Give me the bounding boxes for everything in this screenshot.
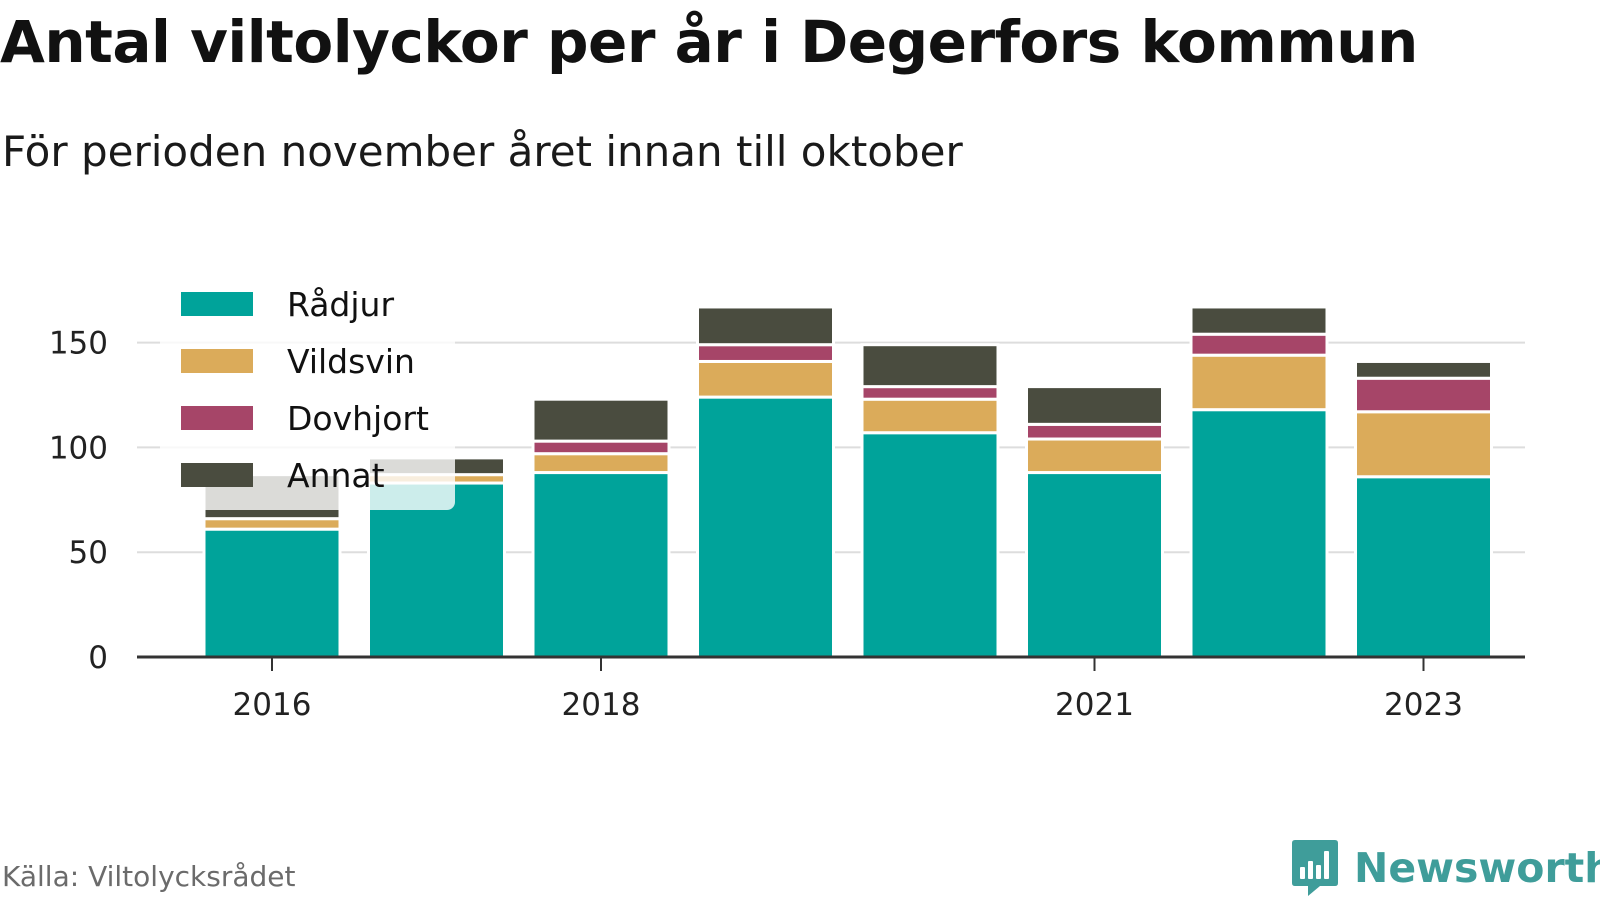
axes: 0 50 100 150 2016 2018 2021 2023 (49, 326, 1525, 723)
bar-segment-vildsvin-2021 (1025, 437, 1164, 475)
bar-segment-dovhjort-2018 (531, 439, 671, 456)
legend-label-dovhjort: Dovhjort (287, 399, 429, 438)
legend: Rådjur Vildsvin Dovhjort Annat (160, 270, 455, 510)
bar-segment-rådjur-2023 (1354, 475, 1493, 659)
bar-segment-dovhjort-2021 (1025, 422, 1164, 441)
bar-segment-vildsvin-2020 (860, 397, 1000, 435)
bar-segment-annat-2022 (1189, 305, 1329, 336)
legend-box (160, 270, 455, 510)
y-tick-label: 0 (88, 640, 108, 676)
brand-logo: Newsworthy (1290, 838, 1600, 898)
bar-segment-rådjur-2019 (696, 395, 835, 659)
bar-segment-rådjur-2018 (531, 471, 671, 659)
bar-segment-rådjur-2022 (1189, 408, 1329, 659)
legend-swatch-dovhjort (181, 406, 253, 430)
bars (202, 305, 1493, 659)
bar-segment-annat-2020 (860, 343, 1000, 389)
bar-segment-annat-2021 (1025, 385, 1164, 426)
x-tick-label: 2016 (233, 687, 312, 723)
x-tick-label: 2023 (1384, 687, 1463, 723)
bar-segment-dovhjort-2023 (1354, 376, 1493, 414)
source-note: Källa: Viltolycksrådet (2, 860, 296, 893)
bar-segment-vildsvin-2022 (1189, 353, 1329, 412)
bar-segment-rådjur-2020 (860, 431, 1000, 659)
bar-segment-dovhjort-2020 (860, 385, 1000, 401)
bar-segment-vildsvin-2023 (1354, 410, 1493, 479)
bar-segment-vildsvin-2018 (531, 452, 671, 475)
chart-title: Antal viltolyckor per år i Degerfors kom… (0, 8, 1418, 76)
newsworthy-logo-icon (1292, 840, 1338, 896)
x-tick-label: 2021 (1055, 687, 1134, 723)
bar-segment-rådjur-2017 (367, 481, 506, 659)
legend-swatch-annat (181, 463, 253, 487)
x-tick-label: 2018 (562, 687, 641, 723)
legend-label-annat: Annat (287, 456, 385, 495)
bar-segment-annat-2018 (531, 397, 671, 443)
y-tick-label: 150 (49, 326, 108, 362)
bar-segment-vildsvin-2019 (696, 359, 835, 399)
bar-segment-annat-2019 (696, 305, 835, 347)
bar-segment-rådjur-2021 (1025, 471, 1164, 659)
legend-label-rådjur: Rådjur (287, 285, 394, 324)
legend-swatch-rådjur (181, 292, 253, 316)
bar-segment-annat-2023 (1354, 359, 1493, 380)
y-tick-label: 100 (49, 430, 108, 466)
bar-segment-dovhjort-2019 (696, 343, 835, 363)
bar-segment-rådjur-2016 (202, 527, 342, 659)
bar-segment-dovhjort-2022 (1189, 332, 1329, 357)
bar-segment-vildsvin-2016 (202, 517, 342, 531)
legend-label-vildsvin: Vildsvin (287, 342, 415, 381)
brand-name: Newsworthy (1354, 844, 1600, 892)
y-tick-label: 50 (69, 535, 108, 571)
legend-swatch-vildsvin (181, 349, 253, 373)
chart-subtitle: För perioden november året innan till ok… (2, 127, 963, 176)
